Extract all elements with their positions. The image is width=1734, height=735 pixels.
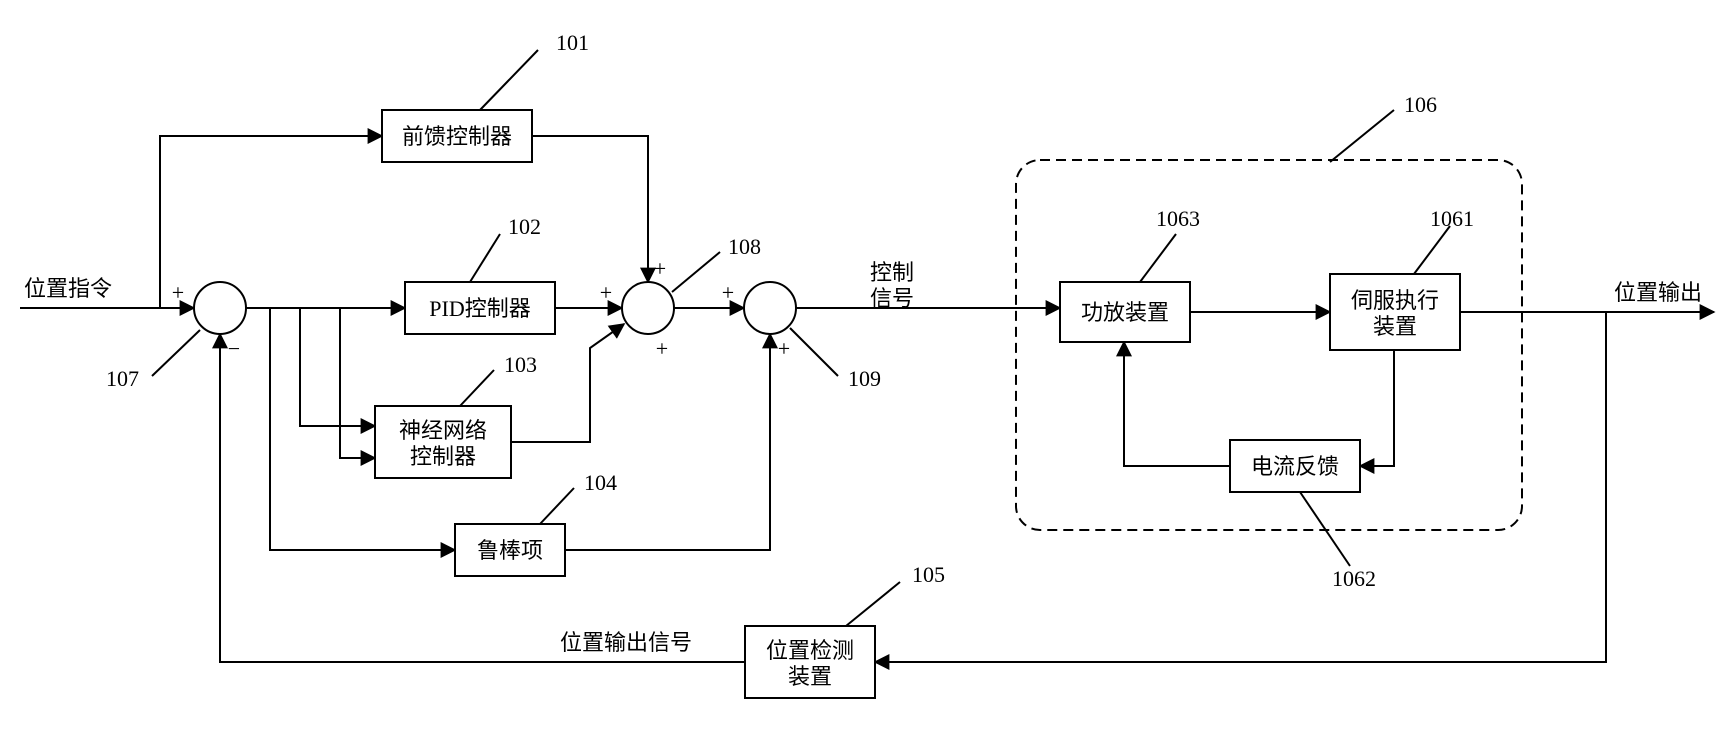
edge-in-branch-ff — [160, 136, 382, 308]
sign: + — [172, 280, 184, 305]
callout-106: 106 — [1404, 92, 1437, 117]
block-diagram: +−+++++ 前馈控制器PID控制器神经网络控制器鲁棒项位置检测装置功放装置伺… — [0, 0, 1734, 735]
edge-ff-s108 — [532, 136, 648, 282]
sum-s109 — [744, 282, 796, 334]
label-output: 位置输出 — [1614, 280, 1702, 305]
label-input: 位置指令 — [24, 276, 112, 301]
edge-lead106 — [1330, 110, 1394, 162]
edge-nn-s108 — [511, 324, 624, 442]
callout-104: 104 — [584, 470, 617, 495]
edge-lead105 — [846, 582, 900, 626]
edges — [20, 50, 1714, 662]
edge-lead102 — [470, 234, 500, 282]
label-feedback: 位置输出信号 — [560, 630, 692, 655]
callout-109: 109 — [848, 366, 881, 391]
edge-lead101 — [480, 50, 538, 110]
edge-lead103 — [460, 370, 494, 406]
edge-servo-cfb — [1360, 350, 1394, 466]
edge-lead1063 — [1140, 234, 1176, 282]
block-servo-label2: 装置 — [1373, 314, 1417, 339]
block-robust-label: 鲁棒项 — [477, 538, 543, 563]
sum-s107 — [194, 282, 246, 334]
edge-lead109 — [790, 328, 838, 376]
block-current_fb-label: 电流反馈 — [1251, 454, 1339, 479]
edge-s107-nn1 — [300, 308, 375, 426]
blocks: 前馈控制器PID控制器神经网络控制器鲁棒项位置检测装置功放装置伺服执行装置电流反… — [375, 110, 1460, 698]
callout-1063: 1063 — [1156, 206, 1200, 231]
callout-107: 107 — [106, 366, 139, 391]
block-amp-label: 功放装置 — [1081, 300, 1169, 325]
block-feedforward-label: 前馈控制器 — [402, 124, 512, 149]
callout-108: 108 — [728, 234, 761, 259]
label-control1: 控制 — [870, 260, 914, 285]
sign: + — [654, 256, 666, 281]
block-pid-label: PID控制器 — [429, 296, 530, 321]
edge-lead1061 — [1414, 226, 1450, 274]
edge-lead107 — [152, 330, 200, 376]
edge-lead108 — [672, 252, 720, 292]
edge-robust-s109 — [565, 334, 770, 550]
edge-s107-nn2 — [340, 308, 375, 458]
callout-105: 105 — [912, 562, 945, 587]
edge-lead104 — [540, 488, 574, 524]
block-pos_detect-label1: 位置检测 — [766, 638, 854, 663]
callout-102: 102 — [508, 214, 541, 239]
callout-101: 101 — [556, 30, 589, 55]
block-servo-label1: 伺服执行 — [1351, 288, 1439, 313]
sum-s108 — [622, 282, 674, 334]
sign: + — [600, 280, 612, 305]
callout-103: 103 — [504, 352, 537, 377]
sign: + — [656, 336, 668, 361]
edge-cfb-amp — [1124, 342, 1230, 466]
label-control2: 信号 — [870, 286, 914, 311]
callout-1061: 1061 — [1430, 206, 1474, 231]
block-pos_detect-label2: 装置 — [788, 664, 832, 689]
sign: + — [778, 336, 790, 361]
sign: − — [228, 336, 240, 361]
block-nn-label1: 神经网络 — [399, 418, 487, 443]
callout-1062: 1062 — [1332, 566, 1376, 591]
block-nn-label2: 控制器 — [410, 444, 476, 469]
sign: + — [722, 280, 734, 305]
